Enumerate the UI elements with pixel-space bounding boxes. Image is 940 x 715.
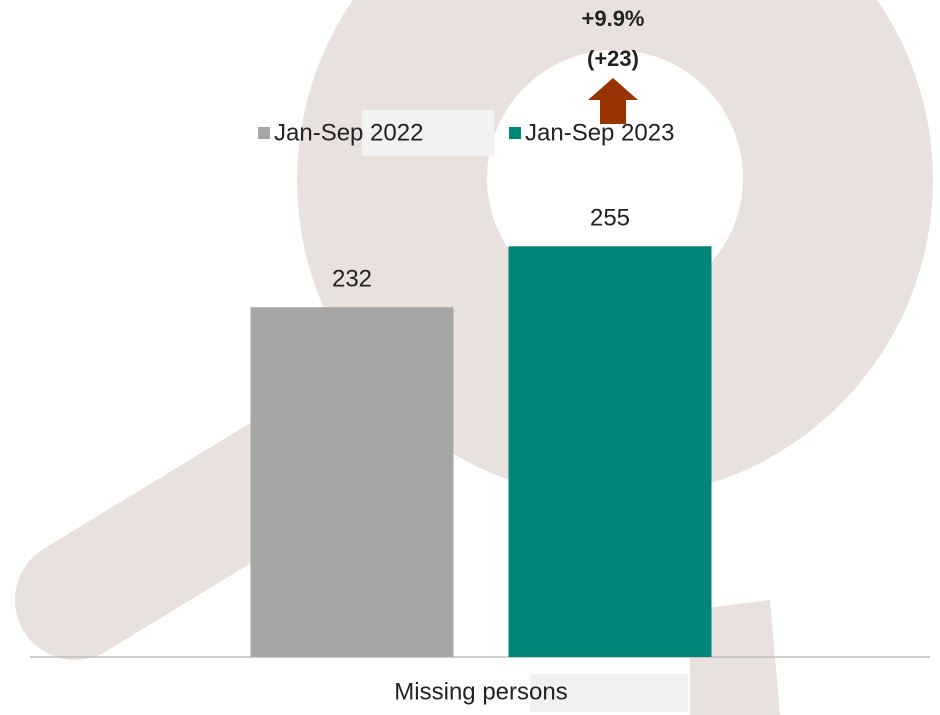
annotation: +9.9% xyxy=(582,6,645,31)
data-label: 255 xyxy=(590,205,630,232)
magnifier-lens xyxy=(487,50,743,306)
increase-arrow xyxy=(588,78,638,124)
legend-swatch xyxy=(509,127,521,139)
bar xyxy=(508,246,712,657)
legend-backdrop xyxy=(362,110,494,156)
legend-swatch xyxy=(258,127,270,139)
background-decoration xyxy=(15,0,933,715)
x-tick-label: Missing persons xyxy=(394,678,567,705)
legend-label: Jan-Sep 2022 xyxy=(274,119,423,146)
label-backdrop xyxy=(530,674,688,712)
legend-label: Jan-Sep 2023 xyxy=(525,119,674,146)
data-label: 232 xyxy=(332,266,372,293)
bar xyxy=(250,307,454,657)
annotation: (+23) xyxy=(587,46,639,71)
